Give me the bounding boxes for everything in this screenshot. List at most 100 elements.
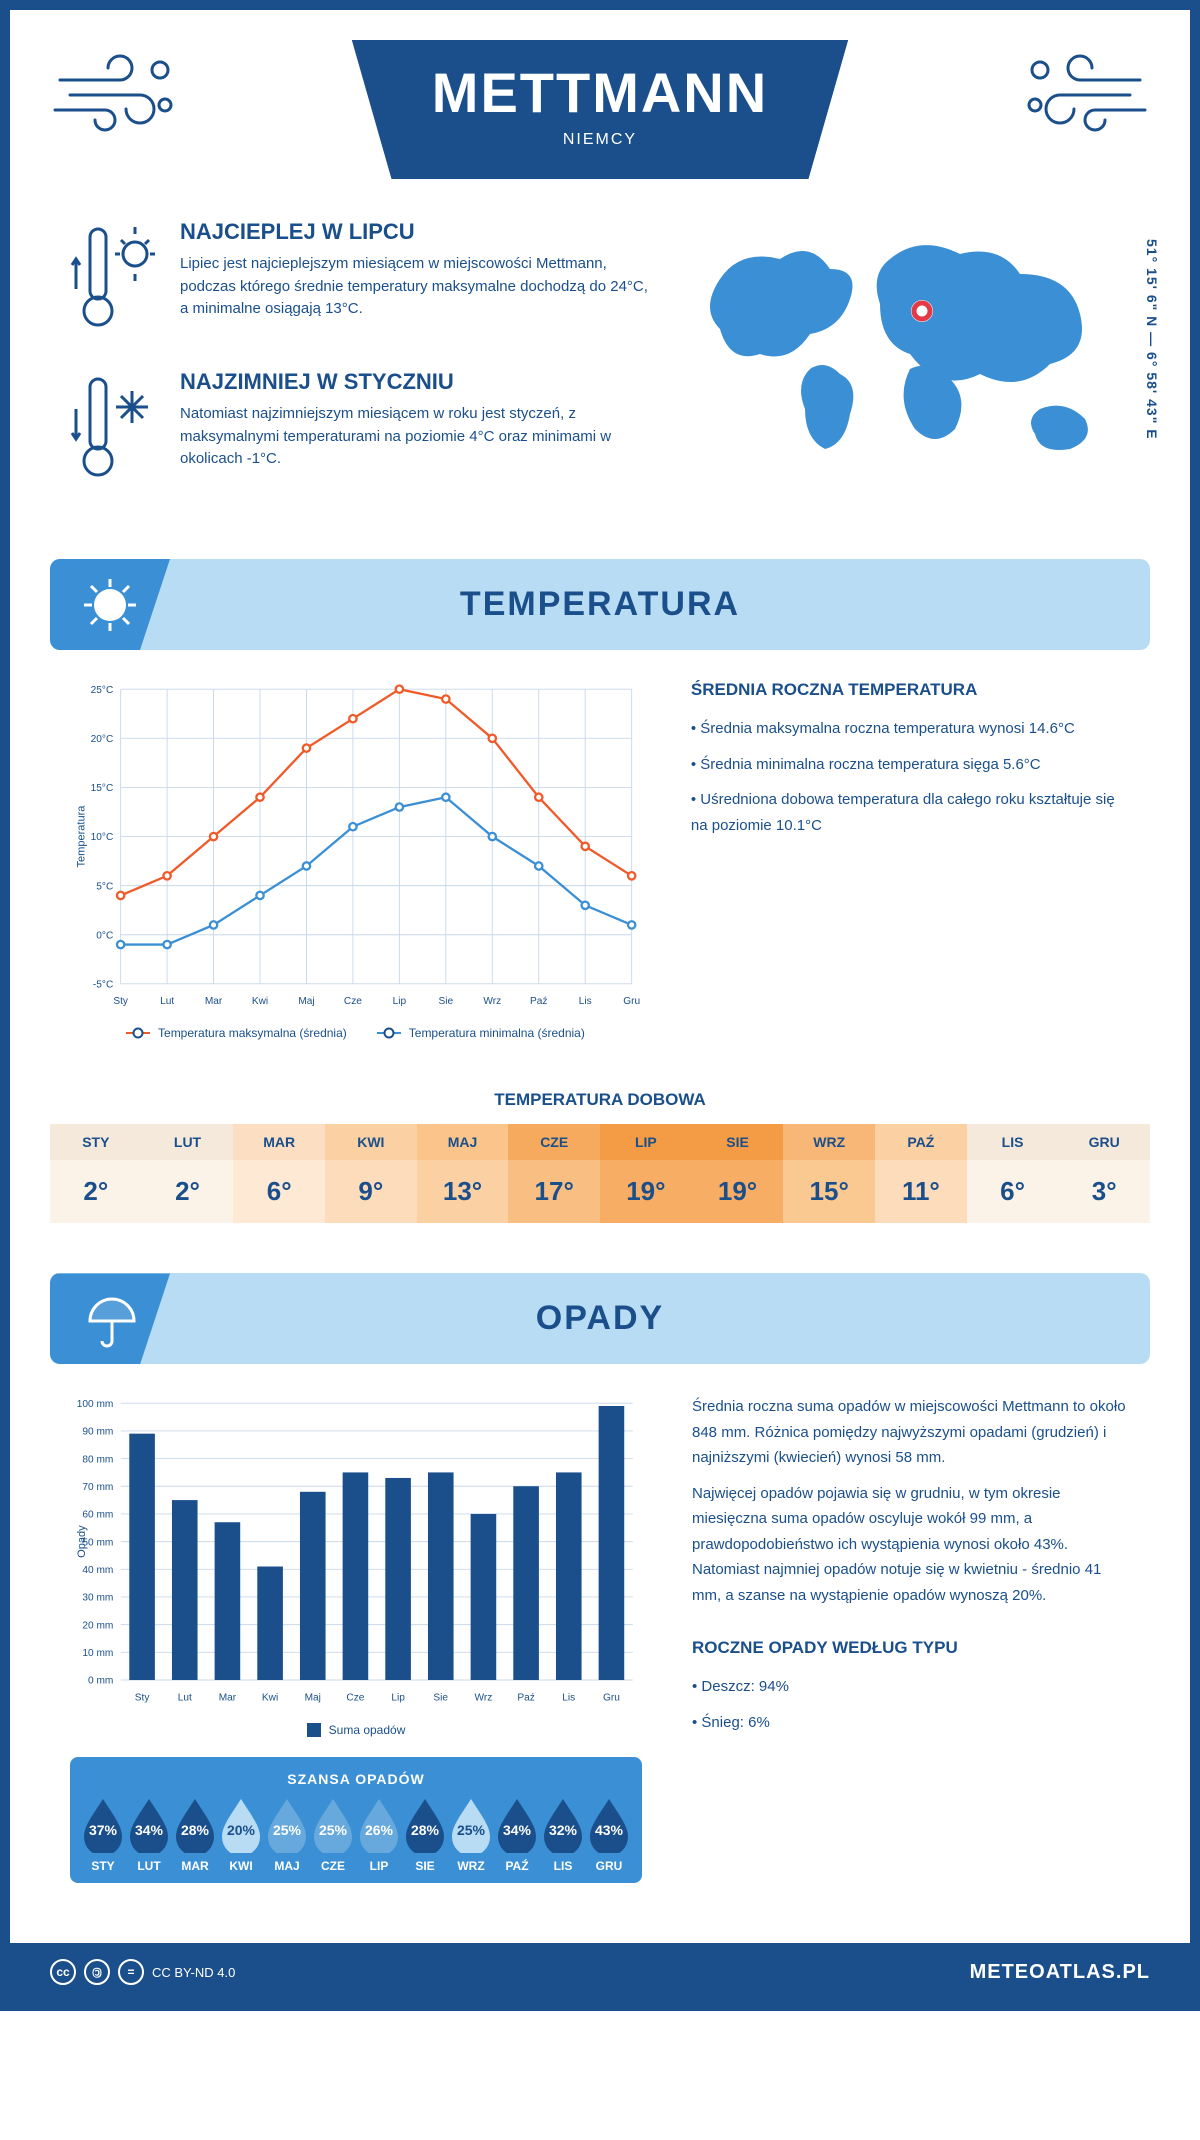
temp-table-cell: WRZ15°	[783, 1124, 875, 1223]
precip-chart-row: 0 mm10 mm20 mm30 mm40 mm50 mm60 mm70 mm8…	[10, 1394, 1190, 1913]
temp-table-cell: LIS6°	[967, 1124, 1059, 1223]
temp-table-cell: PAŹ11°	[875, 1124, 967, 1223]
rain-drop: 32% LIS	[540, 1797, 586, 1873]
svg-text:Paź: Paź	[530, 996, 547, 1007]
precip-type-bullet: Śnieg: 6%	[692, 1710, 1130, 1736]
svg-text:10 mm: 10 mm	[82, 1648, 113, 1659]
cold-fact-text: Natomiast najzimniejszym miesiącem w rok…	[180, 403, 650, 471]
license-text: CC BY-ND 4.0	[152, 1965, 235, 1980]
svg-text:20°C: 20°C	[91, 734, 114, 745]
svg-text:10°C: 10°C	[91, 832, 114, 843]
temp-bullets: Średnia maksymalna roczna temperatura wy…	[691, 716, 1130, 838]
temp-table-cell: STY2°	[50, 1124, 142, 1223]
rain-drop: 28% MAR	[172, 1797, 218, 1873]
temp-side-title: ŚREDNIA ROCZNA TEMPERATURA	[691, 680, 1130, 700]
wind-icon-right	[1010, 40, 1150, 140]
rain-drop: 34% LUT	[126, 1797, 172, 1873]
precip-title: OPADY	[50, 1299, 1150, 1338]
svg-text:Lip: Lip	[391, 1693, 405, 1704]
temp-table-cell: LUT2°	[142, 1124, 234, 1223]
svg-text:Kwi: Kwi	[252, 996, 268, 1007]
precip-legend: Suma opadów	[70, 1723, 642, 1737]
svg-text:5°C: 5°C	[96, 881, 113, 892]
location-marker-icon	[911, 300, 933, 322]
footer: cc 🄯 = CC BY-ND 4.0 METEOATLAS.PL	[10, 1943, 1190, 2001]
svg-text:Gru: Gru	[603, 1693, 620, 1704]
hot-fact-text: Lipiec jest najcieplejszym miesiącem w m…	[180, 253, 650, 321]
svg-text:60 mm: 60 mm	[82, 1510, 113, 1521]
svg-text:Wrz: Wrz	[483, 996, 501, 1007]
svg-text:Mar: Mar	[219, 1693, 237, 1704]
rain-drop: 25% CZE	[310, 1797, 356, 1873]
rain-chance-title: SZANSA OPADÓW	[80, 1771, 632, 1787]
svg-text:Wrz: Wrz	[475, 1693, 493, 1704]
site-name: METEOATLAS.PL	[970, 1961, 1150, 1984]
intro-section: NAJCIEPLEJ W LIPCU Lipiec jest najcieple…	[10, 199, 1190, 559]
coordinates: 51° 15' 6" N — 6° 58' 43" E	[1144, 239, 1160, 440]
svg-text:Sty: Sty	[113, 996, 129, 1007]
temperature-line-chart: -5°C0°C5°C10°C15°C20°C25°CStyLutMarKwiMa…	[70, 680, 641, 1011]
svg-text:Opady: Opady	[76, 1525, 88, 1558]
svg-text:100 mm: 100 mm	[77, 1399, 114, 1410]
world-map-icon	[690, 219, 1130, 479]
precip-para1: Średnia roczna suma opadów w miejscowośc…	[692, 1394, 1130, 1471]
svg-text:Cze: Cze	[346, 1693, 364, 1704]
rain-chance-drops: 37% STY 34% LUT 28% MAR 20% KWI 25% MAJ …	[80, 1797, 632, 1873]
svg-text:Lis: Lis	[562, 1693, 575, 1704]
temperature-title: TEMPERATURA	[50, 585, 1150, 624]
temp-bullet: Średnia maksymalna roczna temperatura wy…	[691, 716, 1130, 742]
header: METTMANN NIEMCY	[10, 10, 1190, 199]
svg-text:Sie: Sie	[439, 996, 454, 1007]
precip-type-bullets: Deszcz: 94% Śnieg: 6%	[692, 1674, 1130, 1735]
svg-text:40 mm: 40 mm	[82, 1565, 113, 1576]
svg-text:Temperatura: Temperatura	[76, 805, 88, 868]
svg-text:25°C: 25°C	[91, 685, 114, 696]
umbrella-icon	[80, 1289, 140, 1349]
legend-max: Temperatura maksymalna (średnia)	[158, 1026, 347, 1040]
rain-drop: 37% STY	[80, 1797, 126, 1873]
svg-text:-5°C: -5°C	[93, 980, 113, 991]
daily-temp-table: STY2°LUT2°MAR6°KWI9°MAJ13°CZE17°LIP19°SI…	[50, 1124, 1150, 1223]
country-subtitle: NIEMCY	[432, 131, 768, 149]
svg-text:30 mm: 30 mm	[82, 1593, 113, 1604]
rain-drop: 28% SIE	[402, 1797, 448, 1873]
svg-text:Kwi: Kwi	[262, 1693, 278, 1704]
svg-text:80 mm: 80 mm	[82, 1455, 113, 1466]
svg-text:Sie: Sie	[433, 1693, 448, 1704]
legend-min: Temperatura minimalna (średnia)	[409, 1026, 585, 1040]
svg-text:Maj: Maj	[305, 1693, 321, 1704]
temp-legend: Temperatura maksymalna (średnia) Tempera…	[70, 1026, 641, 1040]
precip-type-title: ROCZNE OPADY WEDŁUG TYPU	[692, 1638, 1130, 1658]
rain-drop: 25% MAJ	[264, 1797, 310, 1873]
cold-fact-title: NAJZIMNIEJ W STYCZNIU	[180, 369, 650, 395]
rain-chance-panel: SZANSA OPADÓW 37% STY 34% LUT 28% MAR 20…	[70, 1757, 642, 1883]
svg-text:Gru: Gru	[623, 996, 640, 1007]
precip-bar-chart: 0 mm10 mm20 mm30 mm40 mm50 mm60 mm70 mm8…	[70, 1394, 642, 1708]
thermometer-hot-icon	[70, 219, 160, 339]
hot-fact: NAJCIEPLEJ W LIPCU Lipiec jest najcieple…	[70, 219, 650, 339]
license-block: cc 🄯 = CC BY-ND 4.0	[50, 1959, 235, 1985]
temp-table-cell: GRU3°	[1058, 1124, 1150, 1223]
svg-text:Mar: Mar	[205, 996, 223, 1007]
cc-icon: cc	[50, 1959, 76, 1985]
temp-table-cell: MAJ13°	[417, 1124, 509, 1223]
svg-text:20 mm: 20 mm	[82, 1621, 113, 1632]
temp-bullet: Uśredniona dobowa temperatura dla całego…	[691, 787, 1130, 838]
temp-table-cell: KWI9°	[325, 1124, 417, 1223]
temperature-section-header: TEMPERATURA	[50, 559, 1150, 650]
svg-text:Maj: Maj	[298, 996, 314, 1007]
rain-drop: 20% KWI	[218, 1797, 264, 1873]
svg-text:15°C: 15°C	[91, 783, 114, 794]
wind-icon-left	[50, 40, 190, 140]
svg-text:0°C: 0°C	[96, 930, 113, 941]
precip-section-header: OPADY	[50, 1273, 1150, 1364]
temp-table-cell: SIE19°	[692, 1124, 784, 1223]
hot-fact-title: NAJCIEPLEJ W LIPCU	[180, 219, 650, 245]
daily-temp-title: TEMPERATURA DOBOWA	[10, 1090, 1190, 1110]
temp-table-cell: LIP19°	[600, 1124, 692, 1223]
svg-text:0 mm: 0 mm	[88, 1676, 113, 1687]
temp-bullet: Średnia minimalna roczna temperatura się…	[691, 752, 1130, 778]
svg-text:Lip: Lip	[393, 996, 407, 1007]
precip-type-bullet: Deszcz: 94%	[692, 1674, 1130, 1700]
svg-text:90 mm: 90 mm	[82, 1427, 113, 1438]
